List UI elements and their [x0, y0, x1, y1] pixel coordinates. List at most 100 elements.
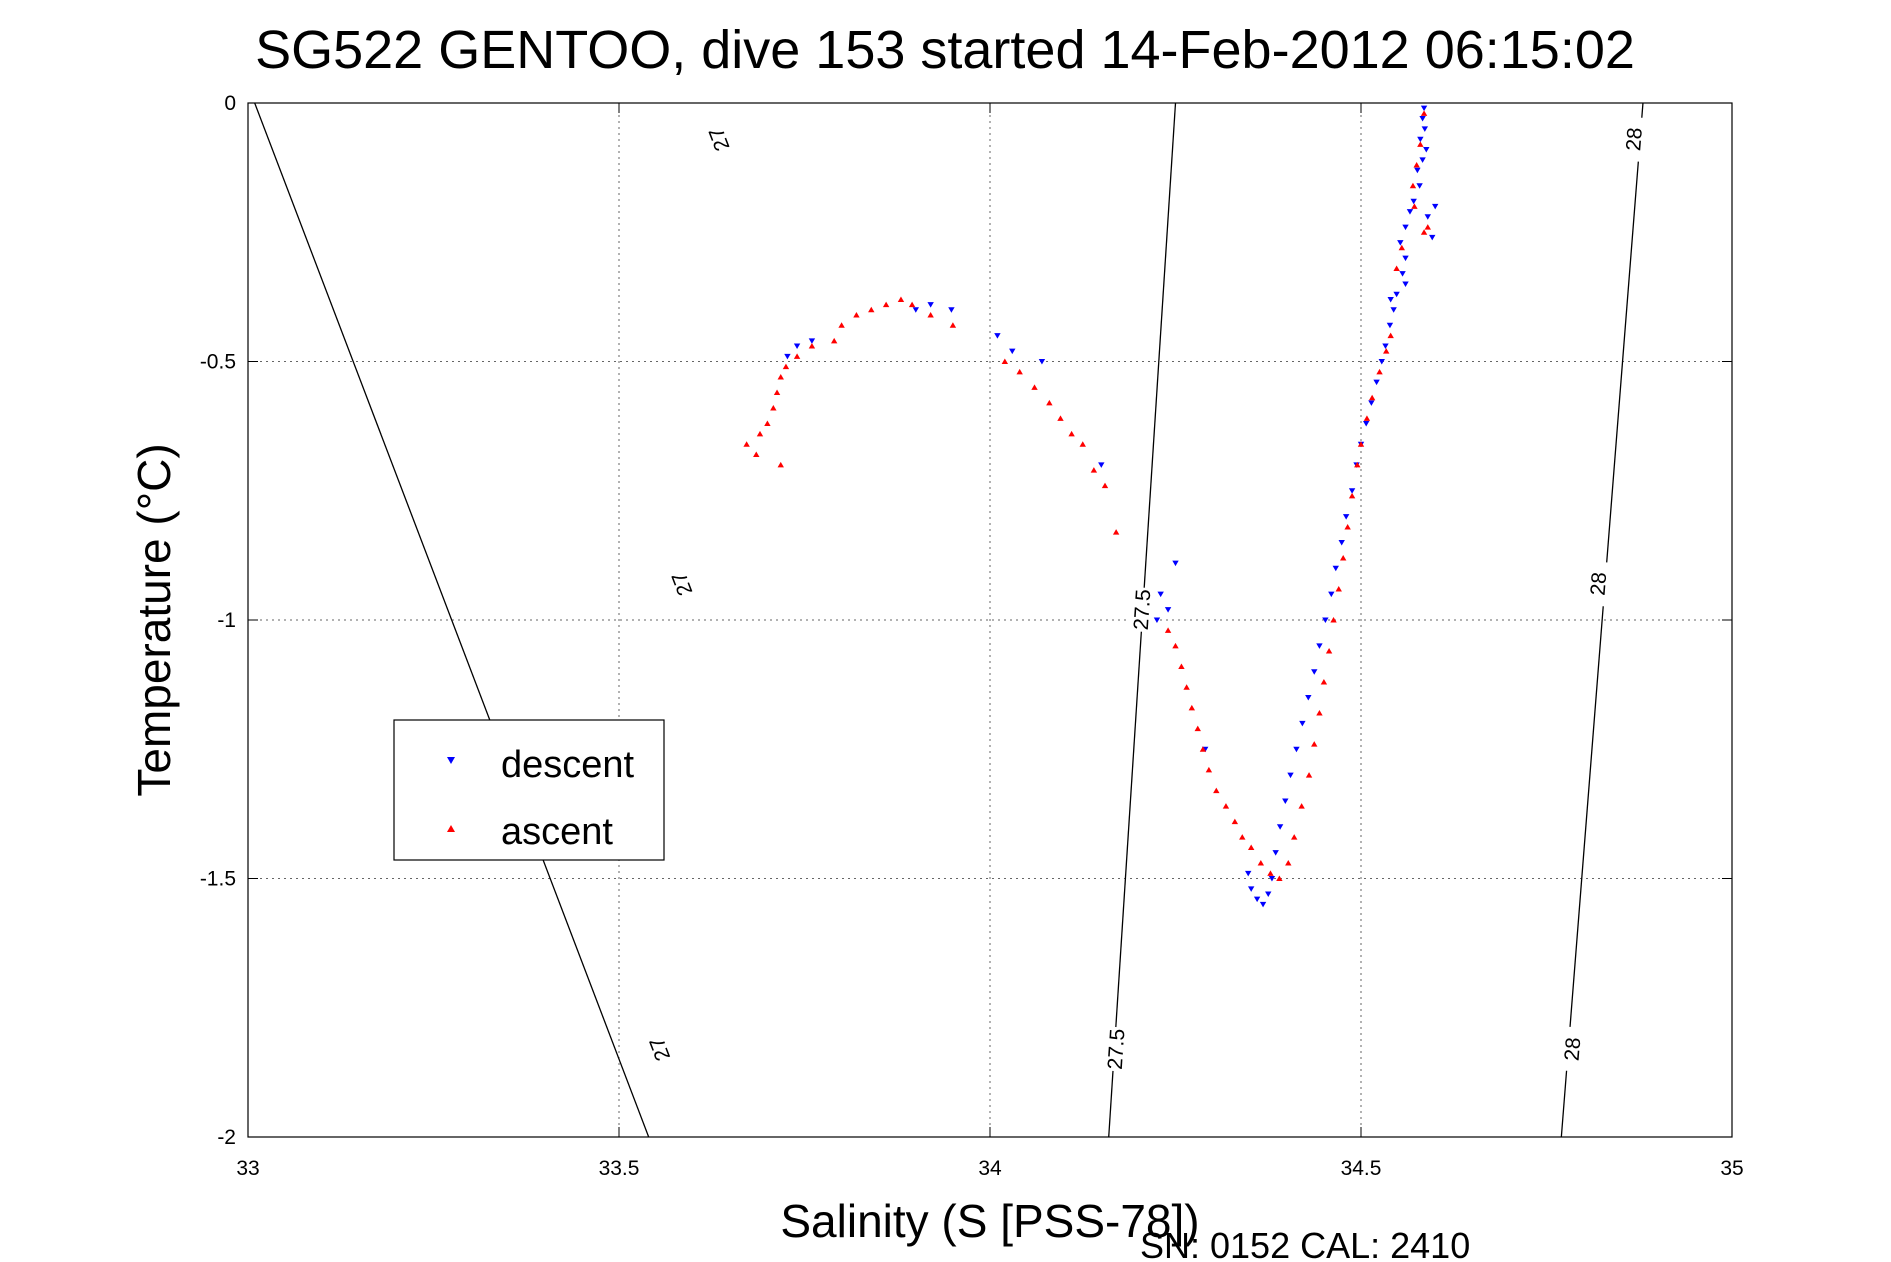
- descent-point: [1368, 400, 1375, 406]
- ascent-point: [1188, 704, 1196, 711]
- ascent-point: [1330, 617, 1337, 623]
- ascent-point: [1420, 229, 1428, 235]
- descent-point: [1328, 591, 1335, 598]
- y-axis-label: Temperature (°C): [128, 443, 180, 796]
- density-contour-label: 27.5: [1130, 589, 1156, 631]
- ascent-point: [1357, 441, 1365, 447]
- descent-point: [1247, 886, 1255, 892]
- ascent-point: [897, 296, 905, 302]
- data-points: [743, 105, 1439, 908]
- ascent-point: [777, 374, 784, 380]
- descent-point: [1382, 343, 1389, 349]
- ascent-point: [949, 322, 957, 328]
- y-tick-label: -1.5: [200, 868, 236, 891]
- descent-point: [1387, 296, 1394, 303]
- ascent-point: [756, 430, 764, 437]
- descent-point: [1098, 462, 1105, 468]
- ascent-point: [764, 420, 771, 427]
- ascent-point: [830, 337, 838, 344]
- ascent-point: [782, 363, 790, 370]
- ascent-point: [1222, 803, 1230, 809]
- descent-point: [1153, 617, 1161, 623]
- descent-point: [1348, 488, 1356, 494]
- descent-point: [912, 307, 919, 313]
- descent-point: [1282, 798, 1289, 804]
- ascent-point: [1424, 224, 1431, 230]
- ascent-point: [793, 353, 801, 359]
- descent-point: [1009, 348, 1016, 355]
- ascent-point: [882, 301, 890, 308]
- ascent-point: [1344, 523, 1351, 530]
- descent-point: [1420, 105, 1428, 112]
- ascent-point: [1194, 725, 1201, 732]
- contour-label-bg: [1100, 1026, 1132, 1072]
- descent-point: [1322, 617, 1329, 623]
- descent-point: [1245, 870, 1252, 877]
- ascent-point: [838, 322, 845, 328]
- descent-point: [1299, 720, 1306, 727]
- y-tick-label: -0.5: [200, 351, 236, 374]
- ascent-point: [868, 306, 875, 313]
- ascent-point: [1285, 859, 1292, 866]
- ascent-point: [1231, 818, 1239, 825]
- contour-label-bg: [698, 113, 741, 165]
- ascent-point: [1199, 746, 1207, 752]
- ascent-point: [770, 405, 777, 411]
- descent-point: [1399, 271, 1406, 277]
- ascent-point: [1239, 834, 1246, 840]
- ascent-point: [743, 441, 750, 447]
- legend-ascent-marker: [447, 825, 455, 832]
- descent-point: [1311, 669, 1318, 675]
- ascent-point: [1376, 368, 1383, 375]
- descent-point: [1253, 896, 1261, 903]
- ascent-point: [1339, 554, 1347, 561]
- ascent-point: [1112, 529, 1120, 535]
- ascent-point: [927, 311, 934, 318]
- ascent-point: [773, 389, 781, 396]
- legend-descent-marker: [447, 757, 455, 764]
- ascent-point: [1001, 358, 1009, 364]
- ascent-point: [1291, 834, 1298, 840]
- ascent-point: [1411, 203, 1418, 209]
- descent-point: [1417, 136, 1424, 143]
- serial-calibration-label: SN: 0152 CAL: 2410: [1140, 1225, 1470, 1262]
- x-tick-label: 35: [1720, 1157, 1743, 1180]
- descent-point: [1386, 322, 1394, 329]
- x-tick-label: 33: [236, 1157, 259, 1180]
- ascent-point: [1183, 684, 1190, 690]
- ascent-point: [1172, 642, 1179, 649]
- descent-point: [1338, 539, 1345, 546]
- density-contour-label: 28: [1561, 1037, 1586, 1062]
- ascent-point: [1247, 844, 1255, 850]
- ascent-point: [1311, 741, 1318, 747]
- ascent-point: [1257, 859, 1265, 866]
- descent-point: [1402, 255, 1409, 262]
- descent-point: [1419, 116, 1426, 122]
- descent-point: [1362, 421, 1370, 427]
- contour-label-bg: [1582, 560, 1615, 607]
- legend: descent ascent: [393, 719, 665, 861]
- ascent-point: [1316, 710, 1323, 716]
- ascent-point: [1398, 244, 1406, 251]
- ascent-point: [1031, 384, 1038, 390]
- ascent-point: [1354, 461, 1361, 468]
- descent-point: [1316, 643, 1323, 649]
- descent-point: [1378, 359, 1385, 365]
- descent-point: [1402, 224, 1409, 231]
- descent-point: [1423, 147, 1430, 153]
- x-tick-label: 34.5: [1341, 1157, 1382, 1180]
- ascent-point: [1046, 399, 1053, 406]
- descent-point: [1265, 891, 1272, 898]
- x-axis-ticks: 33 33.5 34 34.5 35: [236, 103, 1744, 1180]
- descent-point: [784, 353, 791, 360]
- contour-label-bg: [661, 558, 703, 610]
- ascent-point: [1276, 875, 1283, 881]
- descent-point: [1164, 607, 1172, 613]
- ascent-point: [1178, 663, 1185, 670]
- descent-point: [1406, 209, 1414, 215]
- descent-point: [1393, 291, 1400, 298]
- descent-point: [1424, 214, 1431, 220]
- ascent-point: [1348, 492, 1356, 499]
